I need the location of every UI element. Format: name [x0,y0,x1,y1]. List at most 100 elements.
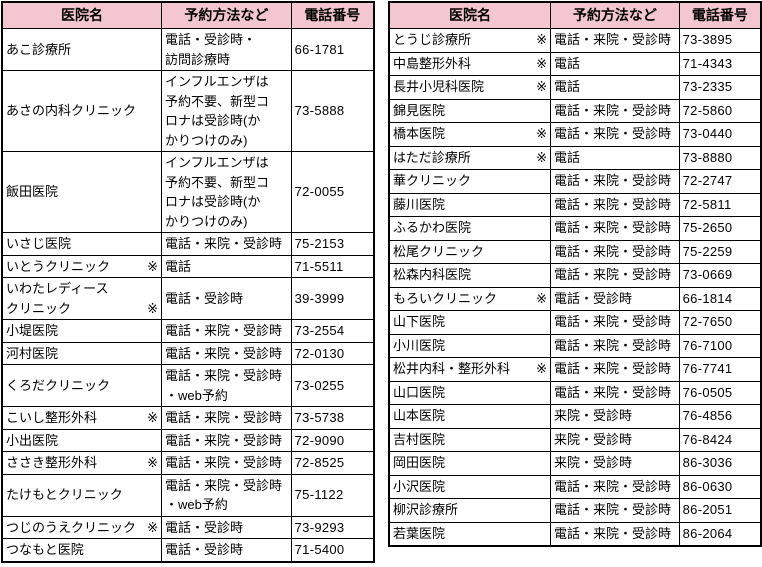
header-phone-number: 電話番号 [290,1,375,29]
phone-number-cell: 73-2335 [678,75,762,100]
clinic-name: ふるかわ医院 [393,220,472,235]
clinic-name-cell: 山口医院 [388,380,552,405]
phone-number-cell: 73-2554 [290,319,375,343]
clinic-name-wrap: いとうクリニック ※ [6,257,158,277]
clinic-name: 河村医院 [6,345,59,361]
clinic-name-wrap: こいし整形外科 ※ [6,408,158,428]
clinic-name-cell: 山本医院 [388,404,552,429]
clinic-name: 山口医院 [393,384,446,400]
clinic-name-wrap: 錦見医院 [393,101,547,122]
clinic-name-cell: 吉村医院 [388,427,552,452]
clinic-name-cell: いわたレディース クリニック ※ [1,277,163,320]
phone-number-cell: 39-3999 [290,277,375,320]
table-row: 山下医院 電話・来院・受診時 72-7650 [388,310,762,335]
clinic-name: 藤川医院 [393,196,446,212]
clinic-name-wrap: 中島整形外科 ※ [393,54,547,75]
reservation-method-cell: インフルエンザは 予約不要、新型コ ロナは受診時(か かりつけのみ) [161,151,292,233]
clinic-name-cell: 岡田医院 [388,451,552,476]
clinic-name: 長井小児科医院 [393,79,485,94]
table-row: はただ診療所 ※ 電話 73-8880 [388,145,762,170]
clinic-name: 橋本医院 [393,126,446,141]
clinic-name-cell: あさの内科クリニック [1,70,163,152]
reference-mark: ※ [147,258,159,274]
clinic-name-cell: 錦見医院 [388,98,552,123]
reservation-method-cell: 電話・来院・受診時 [550,98,680,123]
phone-number-cell: 73-0440 [678,122,762,147]
phone-number-cell: 76-8424 [678,427,762,452]
table-row: 飯田医院 インフルエンザは 予約不要、新型コ ロナは受診時(か かりつけのみ) 72… [1,151,375,233]
table-row: 長井小児科医院 ※ 電話 73-2335 [388,75,762,100]
phone-number-cell: 72-0130 [290,341,375,365]
phone-number-cell: 72-8525 [290,451,375,475]
clinic-name-cell: 山下医院 [388,310,552,335]
clinic-name-wrap: 小堤医院 [6,321,158,341]
table-row: 松井内科・整形外科 ※ 電話・来院・受診時 76-7741 [388,357,762,382]
phone-number-cell: 73-5888 [290,70,375,152]
table-row: ささき整形外科 ※ 電話・来院・受診時 72-8525 [1,451,375,475]
reservation-method-cell: 電話 [550,51,680,76]
clinic-name-cell: 若葉医院 [388,521,552,547]
clinic-name: 山下医院 [393,314,446,329]
reservation-method-cell: 電話・来院・受診時 [161,451,292,475]
reservation-method-cell: インフルエンザは 予約不要、新型コ ロナは受診時(か かりつけのみ) [161,70,292,152]
reference-mark: ※ [536,361,548,376]
clinic-name: 山本医院 [393,408,446,423]
table-row: つなもと医院 電話・受診時 71-5400 [1,538,375,562]
header-clinic-name: 医院名 [1,1,163,29]
clinic-name-wrap: とうじ診療所 ※ [393,30,547,51]
reservation-method-cell: 電話 [550,75,680,100]
phone-number-cell: 72-9090 [290,428,375,452]
reservation-method-cell: 電話・受診時 [161,538,292,562]
table-row: たけもとクリニック 電話・来院・受診時 ・web予約 75-1122 [1,473,375,517]
clinic-name: こいし整形外科 [6,410,98,425]
reference-mark: ※ [147,410,159,425]
table-row: こいし整形外科 ※ 電話・来院・受診時 73-5738 [1,406,375,430]
clinic-name: 小川医院 [393,337,446,353]
clinic-name-cell: 河村医院 [1,341,163,365]
reservation-method-cell: 電話・来院・受診時 [550,28,680,53]
table-row: 小堤医院 電話・来院・受診時 73-2554 [1,319,375,343]
clinic-name-wrap: 小川医院 [393,336,547,357]
clinic-name-cell: つじのうえクリニック ※ [1,515,163,539]
clinic-name-wrap: 山本医院 [393,406,547,427]
clinic-name-wrap: 松尾クリニック [393,242,547,263]
clinic-name: 華クリニック [393,173,472,188]
clinic-name: 飯田医院 [6,184,59,200]
reference-mark: ※ [147,300,159,316]
reference-mark: ※ [536,290,548,306]
reservation-method-cell: 電話・来院・受診時 [550,521,680,547]
clinic-name: 若葉医院 [393,525,446,541]
clinic-name-cell: 華クリニック [388,169,552,194]
table-row: とうじ診療所 ※ 電話・来院・受診時 73-3895 [388,28,762,53]
clinic-name-cell: 長井小児科医院 ※ [388,75,552,100]
clinic-name-cell: あこ診療所 [1,28,163,71]
clinic-name-wrap: 藤川医院 [393,195,547,216]
clinic-name-wrap: ふるかわ医院 [393,218,547,239]
phone-number-cell: 72-0055 [290,151,375,233]
phone-number-cell: 73-0669 [678,263,762,288]
reservation-method-cell: 電話・来院・受診時 [550,333,680,358]
clinic-name: 松尾クリニック [393,243,485,259]
table-row: つじのうえクリニック ※ 電話・受診時 73-9293 [1,515,375,539]
table-row: もろいクリニック ※ 電話・受診時 66-1814 [388,286,762,311]
clinic-name-wrap: あさの内科クリニック [6,101,158,121]
phone-number-cell: 73-8880 [678,145,762,170]
reservation-method-cell: 電話・来院・受診時 [161,406,292,430]
clinic-name-wrap: 松井内科・整形外科 ※ [393,359,547,380]
reservation-method-cell: 電話・来院・受診時 [550,357,680,382]
phone-number-cell: 66-1781 [290,28,375,71]
phone-number-cell: 71-4343 [678,51,762,76]
table-row: いとうクリニック ※ 電話 71-5511 [1,254,375,278]
phone-number-cell: 75-2259 [678,239,762,264]
clinic-name: いとうクリニック [6,258,111,274]
phone-number-cell: 73-9293 [290,515,375,539]
clinic-name-cell: つなもと医院 [1,538,163,562]
clinic-name-wrap: ささき整形外科 ※ [6,453,158,473]
reference-mark: ※ [147,519,159,535]
clinic-name-cell: いとうクリニック ※ [1,254,163,278]
reference-mark: ※ [536,55,548,71]
reservation-method-cell: 電話・来院・受診時 [550,169,680,194]
table-row: 藤川医院 電話・来院・受診時 72-5811 [388,192,762,217]
table-row: ふるかわ医院 電話・来院・受診時 75-2650 [388,216,762,241]
